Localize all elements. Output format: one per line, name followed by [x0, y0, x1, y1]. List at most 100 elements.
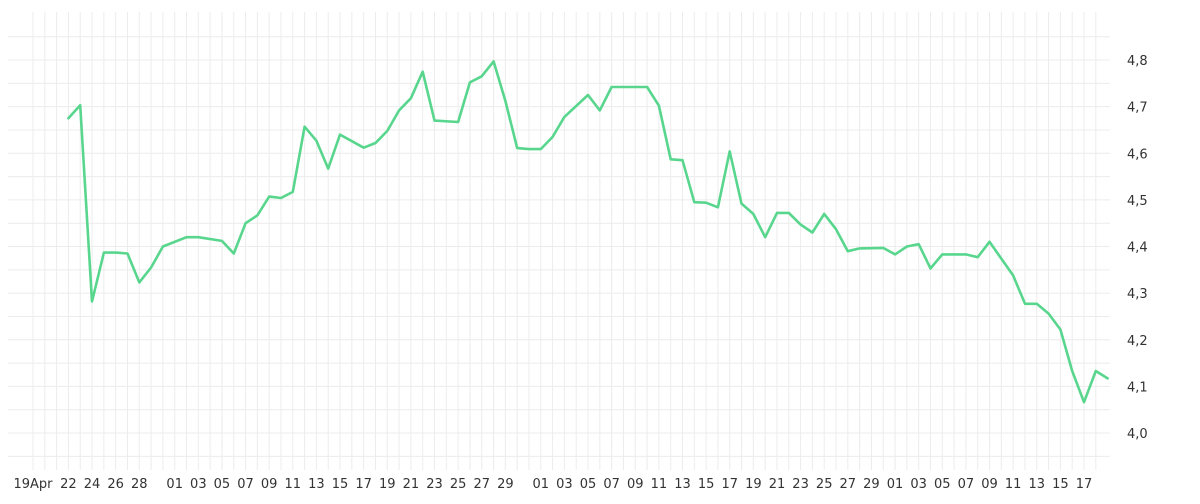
data-point — [717, 206, 719, 208]
x-tick-label: 11 — [1005, 477, 1022, 492]
data-point — [799, 223, 801, 225]
x-tick-label: 27 — [473, 477, 490, 492]
x-tick-label: 27 — [840, 477, 857, 492]
data-point — [894, 253, 896, 255]
data-point — [280, 197, 282, 199]
x-tick-label: 05 — [580, 477, 597, 492]
data-point — [374, 142, 376, 144]
x-tick-label: 26 — [107, 477, 124, 492]
x-tick-label: 13 — [1028, 477, 1045, 492]
y-tick-label: 4,8 — [1127, 54, 1148, 69]
data-point — [528, 148, 530, 150]
data-point — [669, 158, 671, 160]
x-tick-label: 13 — [674, 477, 691, 492]
data-point — [882, 247, 884, 249]
data-point — [150, 266, 152, 268]
series-layer — [67, 60, 1109, 404]
x-tick-label: 03 — [190, 477, 207, 492]
data-point — [1059, 328, 1061, 330]
y-tick-label: 4,5 — [1127, 194, 1148, 209]
data-point — [516, 147, 518, 149]
data-point — [740, 202, 742, 204]
y-tick-label: 4,4 — [1127, 241, 1148, 256]
y-tick-label: 4,1 — [1127, 380, 1148, 395]
x-tick-label: 03 — [556, 477, 573, 492]
data-point — [681, 159, 683, 161]
data-point — [398, 109, 400, 111]
x-tick-label: 11 — [285, 477, 302, 492]
x-tick-label: 05 — [934, 477, 951, 492]
data-point — [917, 243, 919, 245]
data-point — [563, 116, 565, 118]
data-point — [776, 212, 778, 214]
data-point — [764, 236, 766, 238]
x-tick-label: 15 — [1052, 477, 1069, 492]
data-point — [67, 117, 69, 119]
data-point — [1095, 370, 1097, 372]
x-tick-label: 09 — [627, 477, 644, 492]
x-tick-label: 09 — [981, 477, 998, 492]
data-point — [1106, 377, 1108, 379]
y-tick-label: 4,0 — [1127, 427, 1148, 442]
data-point — [1024, 303, 1026, 305]
data-point — [103, 251, 105, 253]
x-tick-label: 17 — [721, 477, 738, 492]
series-line — [67, 60, 1109, 404]
data-point — [1012, 274, 1014, 276]
x-tick-label: 28 — [131, 477, 148, 492]
x-tick-label: 01 — [887, 477, 904, 492]
data-point — [988, 241, 990, 243]
x-tick-label: 03 — [910, 477, 927, 492]
x-tick-label: 17 — [1076, 477, 1093, 492]
y-axis: 4,0 4,1 4,2 4,3 4,4 4,5 4,6 4,7 4,8 — [1127, 54, 1148, 442]
x-tick-label: 21 — [769, 477, 786, 492]
x-tick-label: 11 — [651, 477, 668, 492]
data-point — [658, 104, 660, 106]
y-tick-label: 4,2 — [1127, 334, 1148, 349]
x-tick-label: 23 — [792, 477, 809, 492]
data-point — [481, 75, 483, 77]
data-point — [705, 201, 707, 203]
data-point — [847, 250, 849, 252]
y-tick-label: 4,6 — [1127, 147, 1148, 162]
grid — [8, 12, 1110, 470]
data-point — [362, 146, 364, 148]
data-point — [315, 139, 317, 141]
x-tick-label: 19 — [379, 477, 396, 492]
data-point — [1047, 312, 1049, 314]
data-point — [646, 86, 648, 88]
data-point — [906, 245, 908, 247]
data-point — [221, 240, 223, 242]
data-point — [1083, 401, 1085, 403]
data-point — [386, 130, 388, 132]
data-point — [256, 214, 258, 216]
data-point — [965, 253, 967, 255]
data-point — [929, 267, 931, 269]
y-tick-label: 4,7 — [1127, 101, 1148, 116]
data-point — [185, 236, 187, 238]
data-point — [303, 125, 305, 127]
x-tick-label: 19 — [745, 477, 762, 492]
x-tick-label: 17 — [355, 477, 372, 492]
data-point — [540, 148, 542, 150]
x-tick-label: 25 — [816, 477, 833, 492]
data-point — [162, 245, 164, 247]
data-point — [587, 94, 589, 96]
x-tick-label: 05 — [214, 477, 231, 492]
data-point — [941, 253, 943, 255]
x-tick-label: 29 — [497, 477, 514, 492]
x-tick-label: 07 — [237, 477, 254, 492]
data-point — [268, 195, 270, 197]
data-point — [197, 236, 199, 238]
data-point — [788, 212, 790, 214]
x-tick-label: 15 — [332, 477, 349, 492]
data-point — [433, 119, 435, 121]
data-point — [492, 60, 494, 62]
x-tick-label: 01 — [533, 477, 550, 492]
x-tick-label: 15 — [698, 477, 715, 492]
x-tick-label: 07 — [958, 477, 975, 492]
x-tick-label: 29 — [863, 477, 880, 492]
data-point — [1071, 370, 1073, 372]
